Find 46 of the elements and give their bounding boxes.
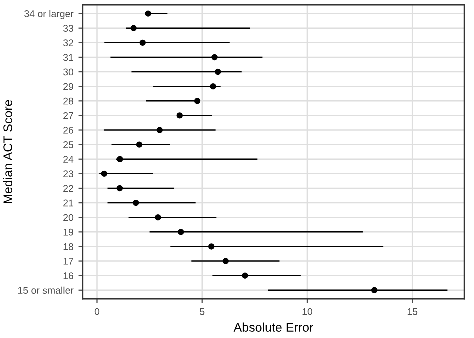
point [156,127,163,134]
y-tick-label: 27 [64,112,74,120]
point [116,185,124,192]
point [208,244,215,250]
point [222,258,230,264]
point [117,156,124,162]
y-tick-label: 33 [63,25,74,32]
point [133,200,140,206]
point [215,68,222,76]
x-tick-label: 5 [200,308,205,316]
point [194,98,201,104]
point [136,142,143,148]
y-tick-label: 32 [63,40,74,47]
point [140,40,146,46]
y-tick-label: 30 [63,68,74,76]
point [155,214,162,221]
point [371,287,378,294]
y-tick-label: 20 [64,214,74,222]
y-tick-label: 18 [64,243,74,250]
y-tick-label: 25 [64,142,74,148]
x-tick-label: 0 [94,308,100,316]
point [101,170,108,178]
y-tick-label: 22 [64,185,74,192]
x-tick-label: 15 [408,308,418,316]
point [212,54,218,61]
y-tick-label: 24 [64,156,74,163]
y-axis-title: Median ACT Score [3,100,12,204]
y-tick-label: 16 [64,272,74,280]
point [242,272,248,279]
point [178,229,184,236]
y-tick-label: 34 or larger [24,10,74,20]
y-tick-label: 17 [64,258,74,265]
y-tick-label: 29 [64,83,74,90]
y-tick-label: 21 [64,200,74,207]
y-tick-label: 26 [64,127,74,134]
point [130,25,137,32]
point [145,10,152,17]
y-tick-label: 19 [64,228,74,236]
y-tick-label: 23 [64,170,74,178]
point [176,112,183,119]
x-tick-label: 10 [302,308,313,316]
y-tick-label: 28 [64,98,74,105]
y-tick-label: 31 [63,54,74,62]
y-tick-label: 15 or smaller [18,286,74,294]
x-axis-title: Absolute Error [234,322,314,332]
point [210,83,216,90]
